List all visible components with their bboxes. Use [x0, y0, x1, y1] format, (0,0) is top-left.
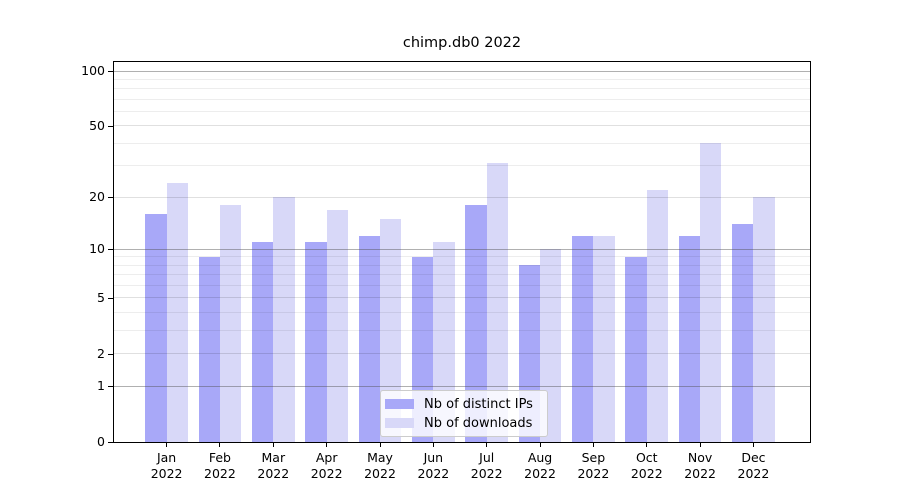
bar-downloads-jan [166, 183, 188, 442]
y-tick-label-5: 5 [97, 289, 105, 305]
x-tick-label-may: May 2022 [364, 450, 396, 481]
bar-downloads-jul [486, 163, 508, 442]
x-tick-label-apr: Apr 2022 [310, 450, 343, 481]
y-tick-mark-2 [108, 353, 113, 355]
y-tick-label-2: 2 [97, 345, 105, 361]
bar-distinct-ips-jul [465, 205, 487, 442]
legend-label-downloads: Nb of downloads [424, 415, 533, 431]
y-tick-label-10: 10 [89, 241, 105, 257]
x-tick-mark-oct [646, 443, 648, 447]
y-tick-mark-1 [108, 386, 113, 388]
x-tick-label-jul: Jul 2022 [470, 450, 503, 481]
bar-downloads-mar [273, 197, 295, 442]
legend-swatch-distinct-ips [385, 399, 414, 409]
y-tick-label-1: 1 [97, 378, 105, 394]
x-tick-mark-jun [432, 443, 434, 447]
bar-distinct-ips-feb [198, 256, 220, 442]
bar-distinct-ips-sep [572, 235, 594, 442]
y-tick-mark-20 [108, 197, 113, 199]
bar-downloads-apr [326, 209, 348, 442]
x-tick-mark-apr [326, 443, 328, 447]
y-tick-mark-5 [108, 297, 113, 299]
y-tick-mark-50 [108, 125, 113, 127]
bar-distinct-ips-may [358, 235, 380, 442]
legend: Nb of distinct IPs Nb of downloads [380, 390, 548, 437]
x-tick-label-mar: Mar 2022 [257, 450, 290, 481]
y-tick-mark-0 [108, 442, 113, 443]
bar-distinct-ips-oct [625, 256, 647, 442]
bar-downloads-nov [700, 143, 722, 442]
x-tick-mark-feb [219, 443, 221, 447]
chart-title: chimp.db0 2022 [402, 35, 522, 51]
x-tick-mark-jul [486, 443, 488, 447]
bar-distinct-ips-nov [678, 235, 701, 442]
x-tick-mark-sep [592, 443, 594, 447]
bar-downloads-dec [753, 197, 775, 442]
x-tick-label-oct: Oct 2022 [630, 450, 663, 481]
x-tick-label-jun: Jun 2022 [417, 450, 450, 481]
x-tick-label-feb: Feb 2022 [204, 450, 236, 481]
legend-swatch-downloads [385, 418, 414, 428]
x-tick-mark-nov [699, 443, 701, 447]
y-tick-label-20: 20 [89, 189, 105, 205]
x-tick-mark-mar [272, 443, 274, 447]
x-tick-mark-jan [166, 443, 168, 447]
plot-area: Nb of distinct IPs Nb of downloads [113, 61, 811, 443]
x-tick-label-aug: Aug 2022 [524, 450, 556, 481]
x-tick-mark-dec [752, 443, 754, 447]
bar-downloads-oct [646, 189, 669, 442]
y-tick-label-100: 100 [81, 63, 105, 79]
bars-layer [114, 62, 810, 442]
legend-label-distinct-ips: Nb of distinct IPs [424, 396, 533, 412]
bar-distinct-ips-apr [305, 242, 327, 442]
bar-distinct-ips-mar [252, 242, 274, 442]
bar-downloads-sep [593, 235, 615, 442]
x-tick-label-sep: Sep 2022 [577, 450, 610, 481]
y-tick-label-50: 50 [89, 117, 105, 133]
x-tick-label-nov: Nov 2022 [684, 450, 716, 481]
bar-distinct-ips-dec [732, 224, 754, 442]
x-tick-label-dec: Dec 2022 [737, 450, 770, 481]
y-tick-mark-10 [108, 249, 113, 251]
x-tick-mark-aug [539, 443, 541, 447]
x-tick-label-jan: Jan 2022 [150, 450, 183, 481]
y-tick-label-0: 0 [97, 434, 105, 449]
bar-downloads-may [380, 219, 402, 442]
x-tick-mark-may [379, 443, 381, 447]
legend-item-downloads: Nb of downloads [385, 416, 539, 431]
bar-distinct-ips-jan [145, 214, 167, 442]
y-tick-mark-100 [108, 71, 113, 73]
legend-item-distinct-ips: Nb of distinct IPs [385, 397, 539, 412]
bar-downloads-feb [219, 205, 242, 442]
